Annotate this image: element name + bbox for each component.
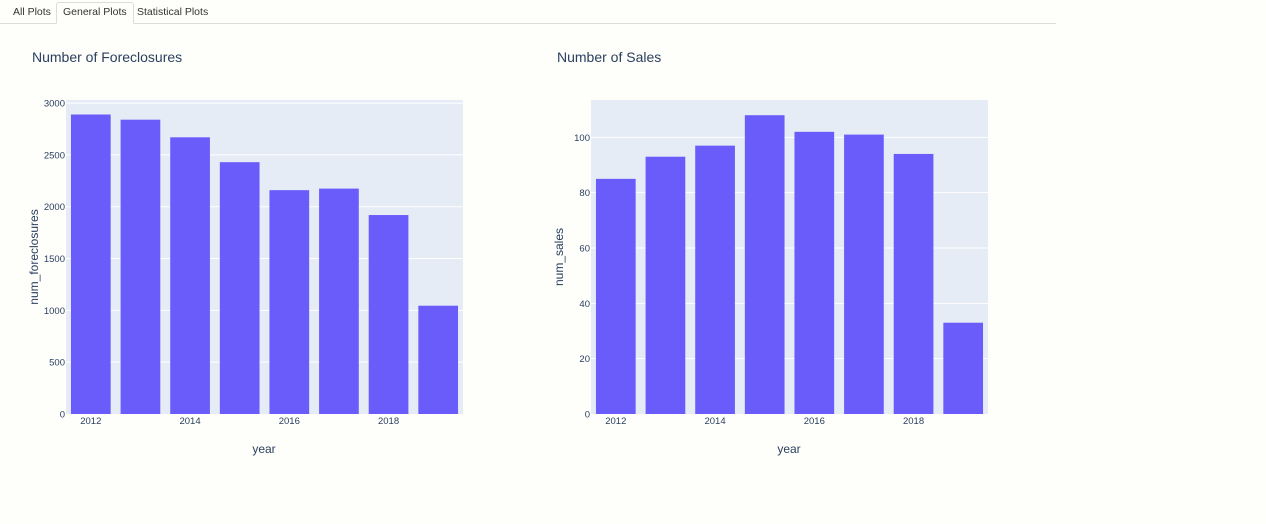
foreclosures-chart: Number of Foreclosures 0 500 1000 1500 2000 2…: [27, 49, 463, 456]
x-tick-label: 2012: [605, 416, 626, 427]
tab-general-plots[interactable]: General Plots: [56, 2, 134, 24]
x-tick-label: 2018: [378, 416, 399, 427]
bar-2012[interactable]: [595, 178, 636, 414]
y-tick-label: 0: [60, 410, 65, 421]
bar-2017[interactable]: [844, 134, 884, 415]
y-tick-label: 1000: [44, 306, 65, 317]
x-tick-label: 2014: [704, 416, 725, 427]
y-tick-label: 40: [579, 299, 590, 310]
bar-2017[interactable]: [319, 188, 359, 414]
bar-2013[interactable]: [645, 156, 686, 414]
y-tick-label: 0: [585, 410, 590, 421]
bar-2018[interactable]: [893, 153, 934, 414]
chart-title: Number of Foreclosures: [32, 49, 182, 65]
x-tick-label: 2016: [804, 416, 825, 427]
bar-2015[interactable]: [744, 115, 785, 415]
x-tick-label: 2018: [903, 416, 924, 427]
bar-2019[interactable]: [418, 305, 459, 414]
y-tick-label: 3000: [44, 99, 65, 110]
x-tick-labels: 2012 2014 2016 2018: [80, 416, 399, 427]
bars: [70, 114, 459, 415]
y-tick-label: 80: [579, 188, 590, 199]
y-tick-labels: 0 500 1000 1500 2000 2500 3000: [44, 99, 65, 421]
x-tick-label: 2014: [179, 416, 200, 427]
x-tick-label: 2016: [279, 416, 300, 427]
y-tick-label: 60: [579, 244, 590, 255]
x-tick-label: 2012: [80, 416, 101, 427]
x-axis-label: year: [777, 442, 800, 456]
y-tick-label: 500: [49, 358, 65, 369]
bar-2013[interactable]: [120, 119, 161, 415]
y-tick-label: 1500: [44, 254, 65, 265]
tab-all-plots[interactable]: All Plots: [13, 6, 51, 18]
y-axis-label: num_foreclosures: [27, 209, 41, 304]
y-tick-label: 100: [574, 133, 590, 144]
y-tick-label: 2500: [44, 150, 65, 161]
bar-2014[interactable]: [695, 145, 735, 414]
bar-2012[interactable]: [70, 114, 111, 415]
tab-bar: All Plots General Plots Statistical Plot…: [0, 0, 1056, 24]
bar-2016[interactable]: [269, 190, 310, 414]
bar-2016[interactable]: [794, 131, 835, 414]
bar-2015[interactable]: [219, 162, 260, 414]
y-tick-label: 20: [579, 354, 590, 365]
chart-title: Number of Sales: [557, 49, 661, 65]
x-tick-labels: 2012 2014 2016 2018: [605, 416, 924, 427]
tab-statistical-plots[interactable]: Statistical Plots: [137, 6, 209, 18]
y-axis-label: num_sales: [552, 228, 566, 286]
bar-2014[interactable]: [170, 137, 210, 414]
bar-2018[interactable]: [368, 215, 409, 414]
y-tick-labels: 0 20 40 60 80 100: [574, 133, 590, 421]
y-tick-label: 2000: [44, 202, 65, 213]
bar-2019[interactable]: [943, 322, 984, 414]
x-axis-label: year: [252, 442, 275, 456]
bars: [595, 115, 984, 415]
